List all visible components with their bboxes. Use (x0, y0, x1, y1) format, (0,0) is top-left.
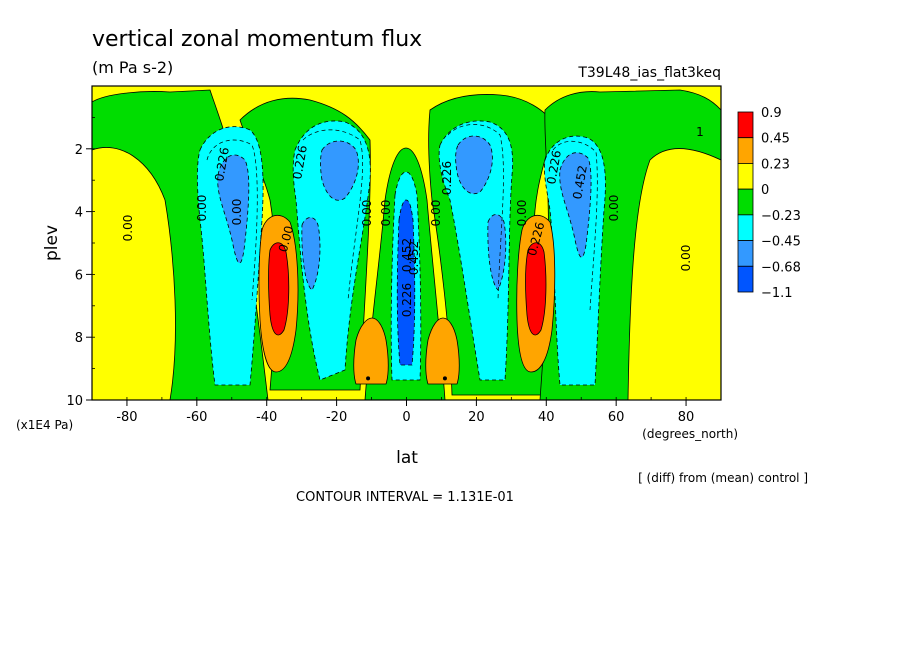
colorbar: 0.9 0.45 0.23 0 −0.23 −0.45 −0.68 −1.1 (737, 106, 801, 301)
contour-label: 0.00 (515, 200, 529, 227)
y-axis-label: plev (42, 225, 62, 261)
colorbar-label: −0.45 (761, 235, 801, 250)
colorbar-label: −0.23 (761, 209, 801, 224)
contour-label: 0.00 (276, 224, 296, 253)
orange-region-eq-north (425, 317, 460, 385)
orange-region-eq-south (353, 317, 389, 385)
contour-label: 0.226 (290, 144, 310, 180)
x-tick-label: -60 (186, 410, 207, 425)
diff-note: [ (diff) from (mean) control ] (638, 471, 808, 485)
contour-label: 0.00 (121, 215, 135, 242)
extremum-point (442, 376, 447, 381)
contour-label: 0.226 (400, 283, 414, 317)
contour-field: 0.00 0.00 0.226 0.00 0.226 0.00 0.00 0.4… (92, 86, 721, 400)
y-tick-label: 2 (75, 143, 83, 158)
dashed-contours (206, 124, 598, 311)
x-tick-label: 20 (468, 410, 485, 425)
contour-label: 0.226 (212, 146, 232, 182)
x-tick-label: 60 (608, 410, 625, 425)
y-tick-label: 8 (75, 331, 83, 346)
colorbar-label: 0.23 (761, 157, 790, 172)
contour-label: 0.00 (230, 199, 244, 226)
contour-label: 1 (696, 125, 704, 139)
blue-region-equator (396, 199, 416, 366)
contour-label: 0.226 (440, 161, 454, 195)
x-axis-label: lat (396, 448, 418, 468)
x-axis-units: (degrees_north) (642, 427, 738, 441)
x-tick-label: 40 (538, 410, 555, 425)
x-tick-label: -20 (326, 410, 347, 425)
x-axis: -80 -60 -40 -20 0 20 40 60 80 (91, 397, 722, 425)
y-axis: 2 4 6 8 10 (66, 117, 95, 409)
contour-label: 0.00 (429, 200, 443, 227)
y-axis-units: (x1E4 Pa) (16, 418, 73, 432)
colorbar-swatch (737, 265, 754, 293)
blue-region-6 (559, 152, 592, 258)
contour-labels: 0.00 0.00 0.226 0.00 0.226 0.00 0.00 0.4… (121, 125, 704, 317)
colorbar-swatch (737, 188, 754, 216)
colorbar-swatch (737, 137, 754, 164)
blue-region-1 (217, 154, 250, 264)
red-region-south (268, 242, 290, 336)
colorbar-label: 0 (761, 183, 769, 198)
colorbar-swatch (737, 111, 754, 139)
blue-region-2 (320, 140, 359, 201)
extremum-markers (366, 376, 447, 381)
colorbar-label: −0.68 (761, 260, 801, 275)
contour-label: 0.00 (607, 195, 621, 222)
colorbar-swatch (737, 240, 754, 267)
contour-label: 0.452 (400, 238, 414, 272)
contour-label: 0.00 (195, 195, 209, 222)
chart-title: vertical zonal momentum flux (92, 27, 422, 52)
contour-label: 0.226 (544, 149, 564, 185)
chart-units: (m Pa s-2) (92, 58, 173, 77)
contour-interval: CONTOUR INTERVAL = 1.131E-01 (296, 490, 514, 505)
colorbar-label: −1.1 (761, 286, 793, 301)
contour-label: 0.00 (379, 200, 393, 227)
red-region-north (525, 242, 547, 336)
cyan-region-3 (438, 120, 514, 381)
extremum-point (366, 376, 371, 381)
colorbar-swatch (737, 214, 754, 241)
colorbar-swatch (737, 163, 754, 190)
x-tick-label: -40 (256, 410, 277, 425)
y-tick-label: 6 (75, 268, 83, 283)
x-tick-label: 0 (402, 410, 410, 425)
x-tick-label: -80 (116, 410, 137, 425)
y-tick-label: 4 (75, 206, 83, 221)
blue-region-4 (455, 135, 493, 195)
y-tick-label: 10 (66, 394, 83, 409)
contour-label: 0.00 (360, 200, 374, 227)
run-label: T39L48_ias_flat3keq (577, 65, 721, 81)
contour-label: 0.452 (570, 164, 590, 200)
x-tick-label: 80 (678, 410, 695, 425)
colorbar-label: 0.45 (761, 132, 790, 147)
colorbar-label: 0.9 (761, 106, 782, 121)
contour-label: 0.452 (407, 241, 421, 275)
blue-region-3 (301, 217, 321, 291)
contour-label: 0.00 (679, 245, 693, 272)
